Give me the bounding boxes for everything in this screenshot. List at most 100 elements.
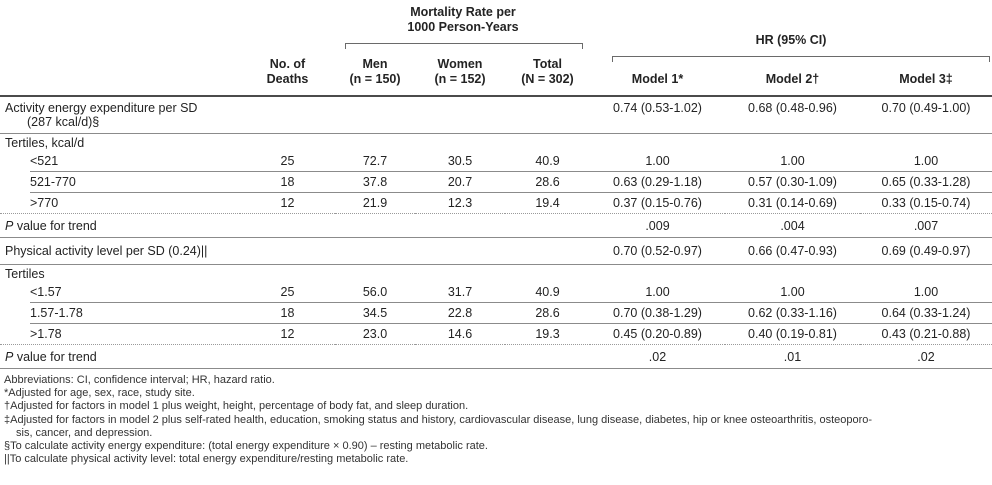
cell-deaths xyxy=(240,97,335,134)
cell-model1: 0.70 (0.38-1.29) xyxy=(590,303,725,324)
row-label: P value for trend xyxy=(0,214,240,238)
cell-total: 40.9 xyxy=(505,282,590,303)
row-label: Physical activity level per SD (0.24)|| xyxy=(0,238,240,265)
col-header-women: Women (n = 152) xyxy=(415,57,505,87)
cell-women: 22.8 xyxy=(415,303,505,324)
col-header-deaths-line1: No. of xyxy=(269,57,306,71)
footnotes: Abbreviations: CI, confidence interval; … xyxy=(0,369,992,466)
cell-model1: 1.00 xyxy=(590,151,725,172)
cell-model2: .01 xyxy=(725,345,860,369)
cell-total: 28.6 xyxy=(505,303,590,324)
cell-empty xyxy=(335,265,415,282)
col-header-deaths-line2: Deaths xyxy=(266,72,309,86)
cell-model1: 1.00 xyxy=(590,282,725,303)
cell-women: 20.7 xyxy=(415,172,505,193)
cell-women xyxy=(415,238,505,265)
cell-empty xyxy=(335,134,415,151)
cell-model3: .02 xyxy=(860,345,992,369)
section-row: Tertiles xyxy=(0,265,992,282)
cell-total: 28.6 xyxy=(505,172,590,193)
table-header: Mortality Rate per 1000 Person-Years HR … xyxy=(0,0,992,97)
table-row: >1.78 12 23.0 14.6 19.3 0.45 (0.20-0.89)… xyxy=(0,324,992,345)
cell-empty xyxy=(415,345,505,369)
section-label: Tertiles, kcal/d xyxy=(5,136,85,150)
cell-model1: 0.70 (0.52-0.97) xyxy=(590,238,725,265)
table-row: 1.57-1.78 18 34.5 22.8 28.6 0.70 (0.38-1… xyxy=(0,303,992,324)
cell-model2: 0.66 (0.47-0.93) xyxy=(725,238,860,265)
section-label: Tertiles xyxy=(5,267,45,281)
footnote-model3: ‡Adjusted for factors in model 2 plus se… xyxy=(4,413,873,426)
table-row: <521 25 72.7 30.5 40.9 1.00 1.00 1.00 xyxy=(0,151,992,172)
pvalue-label-p: P xyxy=(5,349,14,364)
footnote-model1: *Adjusted for age, sex, race, study site… xyxy=(4,387,195,400)
table-row: 521-770 18 37.8 20.7 28.6 0.63 (0.29-1.1… xyxy=(0,172,992,193)
spanner-mortality-line1: Mortality Rate per xyxy=(410,5,516,19)
cell-model3: .007 xyxy=(860,214,992,238)
col-header-women-line2: (n = 152) xyxy=(434,72,486,86)
cell-deaths: 12 xyxy=(240,324,335,345)
row-label: <521 xyxy=(0,151,240,172)
cell-women xyxy=(415,97,505,134)
footnote-aee-formula: §To calculate activity energy expenditur… xyxy=(4,440,488,453)
cell-model3: 0.70 (0.49-1.00) xyxy=(860,97,992,134)
row-label: 1.57-1.78 xyxy=(0,303,240,324)
pvalue-row: P value for trend .009 .004 .007 xyxy=(0,214,992,238)
cell-model2: 0.31 (0.14-0.69) xyxy=(725,193,860,214)
row-label: >770 xyxy=(0,193,240,214)
col-header-total-line2: (N = 302) xyxy=(521,72,574,86)
cell-men xyxy=(335,238,415,265)
col-header-men-line2: (n = 150) xyxy=(349,72,401,86)
col-header-deaths: No. of Deaths xyxy=(240,57,335,87)
cell-empty xyxy=(505,345,590,369)
cell-model2: .004 xyxy=(725,214,860,238)
cell-deaths xyxy=(240,238,335,265)
row-label: <1.57 xyxy=(0,282,240,303)
cell-men: 72.7 xyxy=(335,151,415,172)
cell-men: 23.0 xyxy=(335,324,415,345)
mortality-hr-table: Activity energy expenditure per SD (287 … xyxy=(0,97,992,369)
cell-deaths: 12 xyxy=(240,193,335,214)
cell-deaths: 18 xyxy=(240,303,335,324)
cell-model1: 0.45 (0.20-0.89) xyxy=(590,324,725,345)
cell-empty xyxy=(240,134,335,151)
cell-men: 21.9 xyxy=(335,193,415,214)
cell-total: 40.9 xyxy=(505,151,590,172)
footnote-model2: †Adjusted for factors in model 1 plus we… xyxy=(4,400,469,413)
cell-men xyxy=(335,97,415,134)
cell-model2: 1.00 xyxy=(725,282,860,303)
cell-model3: 0.33 (0.15-0.74) xyxy=(860,193,992,214)
row-label: Activity energy expenditure per SD (287 … xyxy=(0,97,240,134)
cell-empty xyxy=(415,134,505,151)
cell-model1: 0.37 (0.15-0.76) xyxy=(590,193,725,214)
cell-empty xyxy=(860,134,992,151)
cell-empty xyxy=(335,214,415,238)
pvalue-label-rest: value for trend xyxy=(13,349,97,364)
cell-deaths: 25 xyxy=(240,151,335,172)
table-row: Activity energy expenditure per SD (287 … xyxy=(0,97,992,134)
table-row: <1.57 25 56.0 31.7 40.9 1.00 1.00 1.00 xyxy=(0,282,992,303)
cell-deaths: 18 xyxy=(240,172,335,193)
cell-empty xyxy=(240,265,335,282)
cell-model1: 0.63 (0.29-1.18) xyxy=(590,172,725,193)
cell-model3: 0.69 (0.49-0.97) xyxy=(860,238,992,265)
row-label: >1.78 xyxy=(0,324,240,345)
row-label: P value for trend xyxy=(0,345,240,369)
cell-empty xyxy=(590,265,725,282)
cell-model3: 1.00 xyxy=(860,282,992,303)
cell-total: 19.3 xyxy=(505,324,590,345)
cell-empty xyxy=(335,345,415,369)
cell-women: 30.5 xyxy=(415,151,505,172)
cell-men: 56.0 xyxy=(335,282,415,303)
cell-empty xyxy=(505,134,590,151)
col-header-men: Men (n = 150) xyxy=(335,57,415,87)
cell-empty xyxy=(505,265,590,282)
cell-model2: 0.62 (0.33-1.16) xyxy=(725,303,860,324)
pvalue-label-p: P xyxy=(5,218,14,233)
hr-spanner-bracket xyxy=(612,56,990,62)
col-header-total: Total (N = 302) xyxy=(505,57,590,87)
cell-model1: .02 xyxy=(590,345,725,369)
cell-total: 19.4 xyxy=(505,193,590,214)
cell-empty xyxy=(590,134,725,151)
footnote-model3-continued: sis, cancer, and depression. xyxy=(16,426,153,439)
